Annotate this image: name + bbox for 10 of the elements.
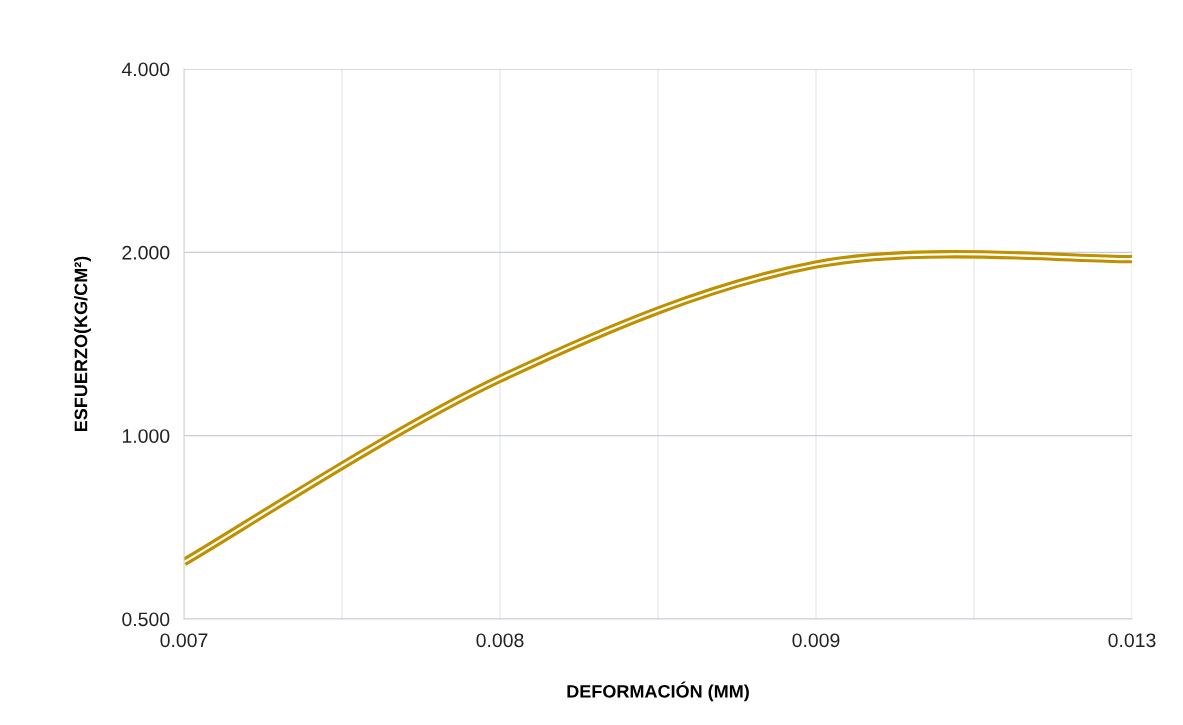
x-tick-label: 0.008: [476, 633, 524, 648]
y-tick-label: 0.500: [122, 612, 170, 627]
x-tick-label: 0.009: [792, 633, 840, 648]
x-axis-title: DEFORMACIÓN (MM): [567, 681, 749, 702]
x-tick-label: 0.007: [160, 633, 208, 648]
x-tick-label: 0.013: [1108, 633, 1156, 648]
y-tick-label: 2.000: [122, 245, 170, 260]
y-tick-label: 4.000: [121, 62, 170, 77]
y-tick-label: 1.000: [122, 429, 170, 443]
y-axis-title: ESFUERZO(KG/CM²): [74, 256, 91, 432]
